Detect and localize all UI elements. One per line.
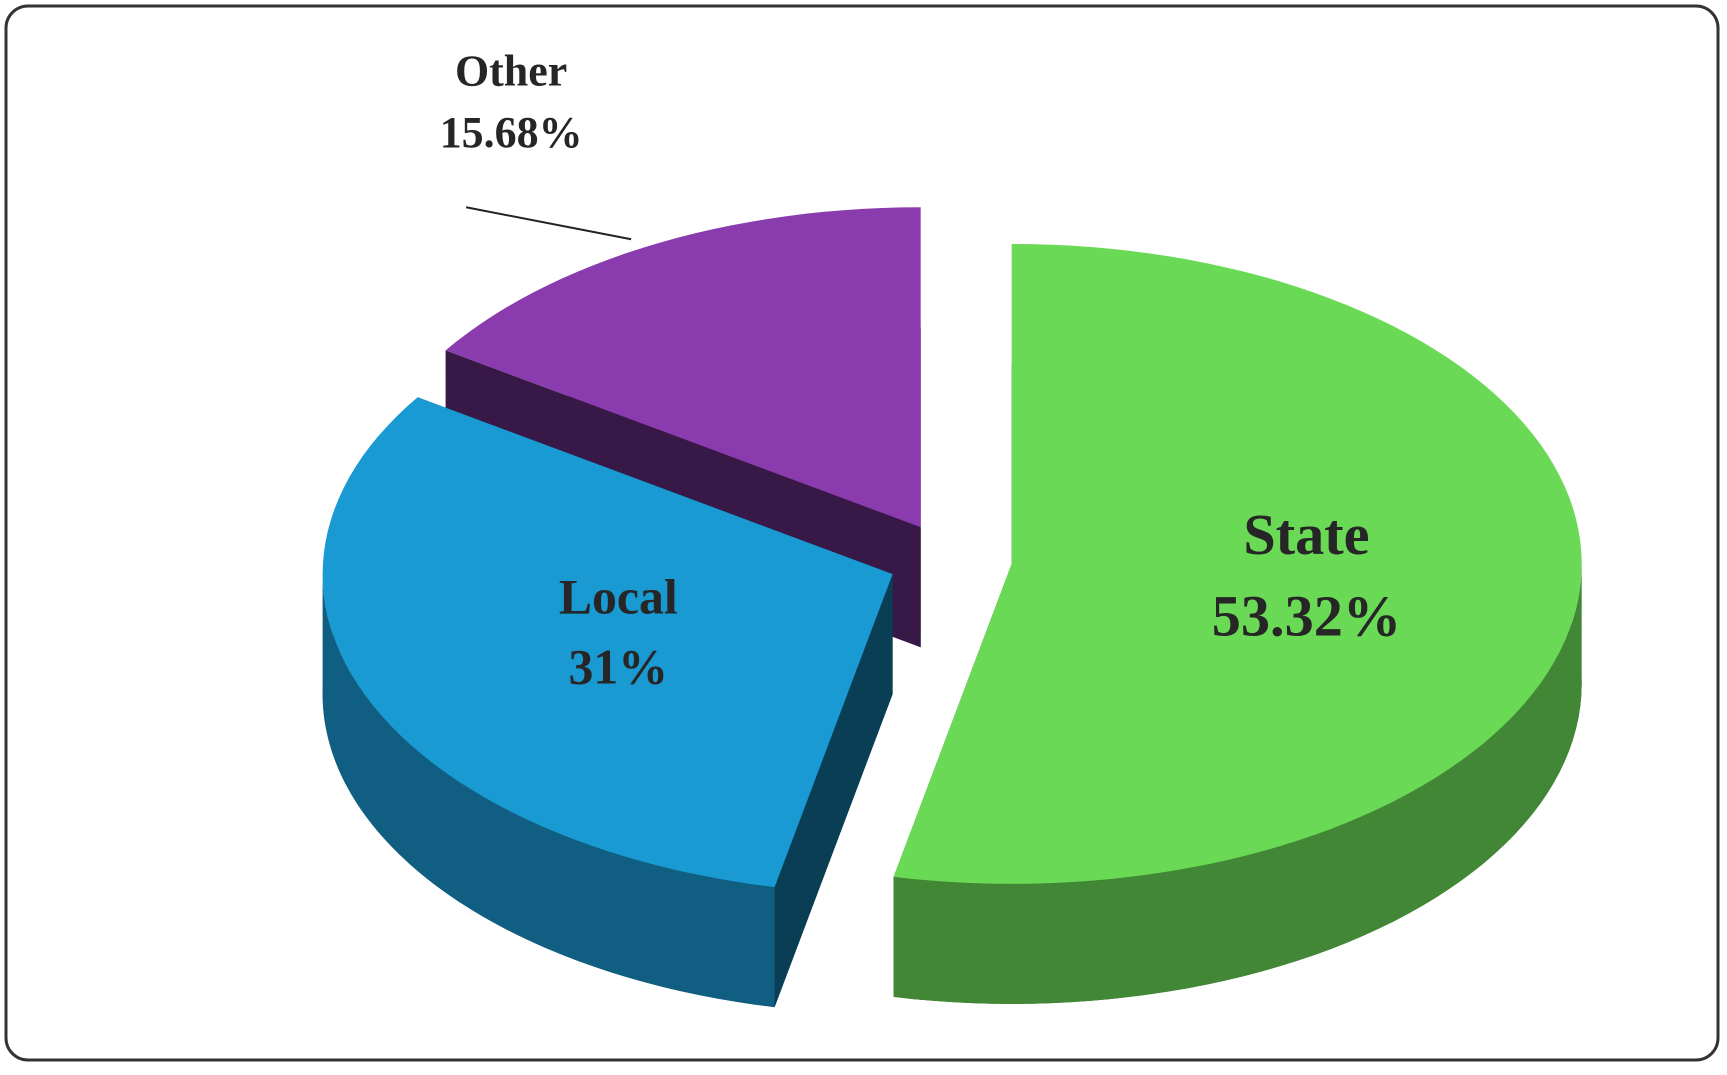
slice-value-label: 31%: [569, 639, 669, 694]
slice-category-label: Local: [559, 570, 678, 625]
slice-category-label: State: [1243, 502, 1369, 567]
slice: [322, 397, 893, 888]
slice-value-label: 15.68%: [440, 108, 583, 157]
slice: [445, 207, 921, 528]
slice-value-label: 53.32%: [1212, 583, 1401, 648]
slice-wall: [322, 574, 775, 1008]
slice-category-label: Other: [455, 46, 567, 95]
slice: [893, 243, 1582, 884]
slice-wall: [893, 563, 1582, 1004]
leader-line: [465, 206, 632, 241]
pie: [322, 207, 1582, 1008]
labels: State 53.32% Local 31% Other 15.68%: [440, 46, 1401, 694]
